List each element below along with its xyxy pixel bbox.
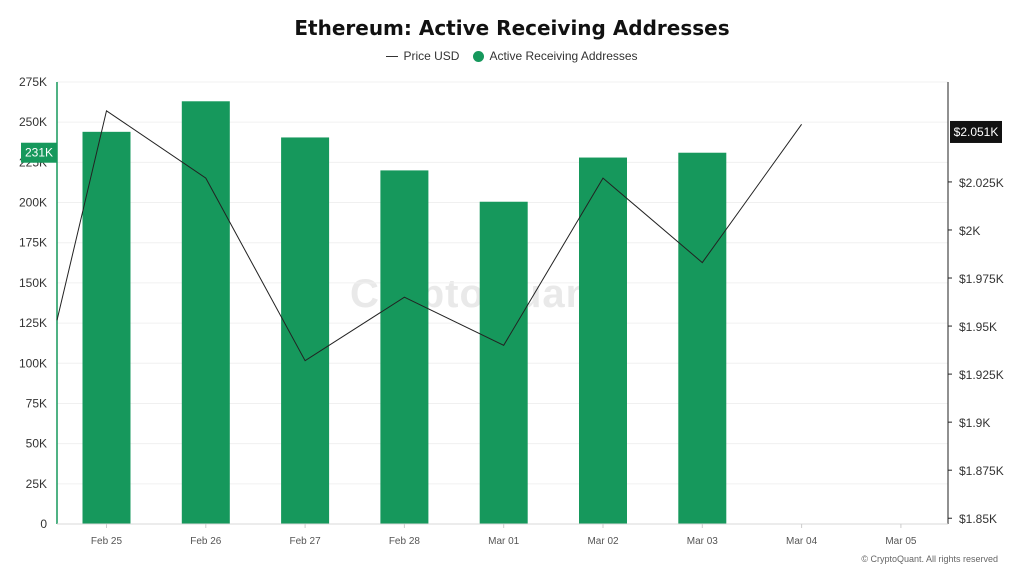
bar[interactable] bbox=[380, 170, 429, 524]
y-right-tick-label: $2.025K bbox=[959, 176, 1004, 190]
y-left-tick-label: 25K bbox=[26, 477, 47, 491]
legend-item-addresses[interactable]: Active Receiving Addresses bbox=[473, 49, 638, 63]
right-value-marker bbox=[950, 120, 1002, 143]
price-line bbox=[56, 109, 803, 362]
bar[interactable] bbox=[579, 157, 627, 525]
x-tick-label: Mar 02 bbox=[587, 536, 619, 547]
y-left-tick-label: 50K bbox=[26, 437, 47, 451]
bar[interactable] bbox=[82, 131, 131, 525]
left-value-marker bbox=[21, 142, 57, 163]
y-left-tick-label: 250K bbox=[19, 115, 47, 129]
x-tick-label: Feb 25 bbox=[91, 536, 123, 547]
bar[interactable] bbox=[479, 201, 528, 524]
x-tick-label: Feb 28 bbox=[389, 536, 421, 547]
x-tick-label: Feb 27 bbox=[290, 536, 322, 547]
y-right-tick-label: $1.925K bbox=[959, 368, 1004, 382]
x-tick-label: Mar 01 bbox=[488, 536, 520, 547]
x-tick-label: Mar 05 bbox=[885, 536, 917, 547]
y-right-tick-label: $1.95K bbox=[959, 320, 997, 334]
legend-label-addresses: Active Receiving Addresses bbox=[489, 49, 638, 63]
y-left-tick-label: 100K bbox=[19, 356, 47, 370]
chart-legend: Price USD Active Receiving Addresses bbox=[0, 49, 1024, 63]
y-left-tick-label: 150K bbox=[19, 276, 47, 290]
bar[interactable] bbox=[678, 152, 727, 524]
left-value-marker-label: 231K bbox=[25, 146, 53, 160]
copyright-text: © CryptoQuant. All rights reserved bbox=[861, 554, 998, 564]
y-right-tick-label: $1.85K bbox=[959, 512, 997, 526]
x-tick-label: Mar 03 bbox=[687, 536, 719, 547]
y-left-tick-label: 275K bbox=[19, 75, 47, 89]
legend-line-icon bbox=[386, 55, 399, 57]
legend-dot-icon bbox=[473, 50, 485, 62]
y-left-tick-label: 200K bbox=[19, 196, 47, 210]
right-value-marker-label: $2.051K bbox=[954, 125, 999, 139]
y-right-tick-label: $1.975K bbox=[959, 272, 1004, 286]
y-right-tick-label: $2K bbox=[959, 224, 980, 238]
y-left-tick-label: 125K bbox=[19, 316, 47, 330]
y-left-tick-label: 0 bbox=[40, 517, 47, 531]
chart-title: Ethereum: Active Receiving Addresses bbox=[294, 16, 730, 40]
y-left-tick-label: 175K bbox=[19, 236, 47, 250]
y-right-tick-label: $1.9K bbox=[959, 416, 990, 430]
legend-item-price[interactable]: Price USD bbox=[386, 49, 459, 63]
bar[interactable] bbox=[181, 101, 230, 525]
y-left-tick-label: 75K bbox=[26, 396, 47, 410]
x-tick-label: Feb 26 bbox=[190, 536, 222, 547]
x-tick-label: Mar 04 bbox=[786, 536, 818, 547]
legend-label-price: Price USD bbox=[403, 49, 460, 63]
y-right-tick-label: $1.875K bbox=[959, 464, 1004, 478]
